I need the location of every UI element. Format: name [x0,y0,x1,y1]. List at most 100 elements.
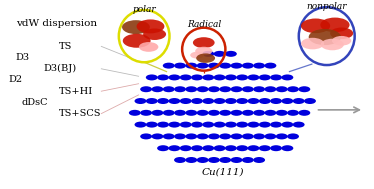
Text: D3: D3 [16,53,30,62]
Circle shape [214,122,226,128]
Circle shape [236,122,248,128]
Circle shape [174,110,186,116]
Circle shape [180,122,191,128]
Text: D2: D2 [8,75,22,84]
Circle shape [197,133,209,139]
Circle shape [309,29,341,45]
Circle shape [174,133,186,139]
Circle shape [191,98,203,104]
Circle shape [230,133,242,139]
Circle shape [259,74,271,81]
Circle shape [259,122,271,128]
Circle shape [214,51,226,57]
Circle shape [225,145,237,151]
Circle shape [143,29,166,40]
Circle shape [168,98,180,104]
Text: D3(BJ): D3(BJ) [43,64,77,73]
Circle shape [197,110,209,116]
Circle shape [123,34,151,48]
Text: TS: TS [58,42,72,51]
Circle shape [163,63,175,69]
Circle shape [174,157,186,163]
Circle shape [248,145,260,151]
Circle shape [157,74,169,81]
Circle shape [253,110,265,116]
Circle shape [163,110,175,116]
Circle shape [219,86,231,92]
Circle shape [287,133,299,139]
Circle shape [281,145,293,151]
Circle shape [242,86,254,92]
Circle shape [298,86,310,92]
Circle shape [264,63,276,69]
Circle shape [298,110,310,116]
Circle shape [197,63,209,69]
Circle shape [168,74,180,81]
Circle shape [208,110,220,116]
Circle shape [270,145,282,151]
Circle shape [208,63,220,69]
Text: vdW dispersion: vdW dispersion [16,19,97,29]
Circle shape [214,98,226,104]
Circle shape [202,51,214,57]
Circle shape [242,157,254,163]
Circle shape [242,63,254,69]
Circle shape [168,122,180,128]
Circle shape [248,122,260,128]
Circle shape [190,52,204,59]
Circle shape [157,122,169,128]
Circle shape [230,86,242,92]
Circle shape [219,63,231,69]
Circle shape [259,145,271,151]
Circle shape [146,98,158,104]
Text: Radical: Radical [187,20,221,29]
Circle shape [270,74,282,81]
Circle shape [174,63,186,69]
Circle shape [270,98,282,104]
Circle shape [163,133,175,139]
Circle shape [191,145,203,151]
Circle shape [320,18,350,32]
Circle shape [146,74,158,81]
Circle shape [332,36,351,46]
Circle shape [287,86,299,92]
Circle shape [242,133,254,139]
Circle shape [195,47,212,55]
Circle shape [225,51,237,57]
Circle shape [197,86,209,92]
Circle shape [135,98,147,104]
Circle shape [137,19,165,33]
Circle shape [270,122,282,128]
Circle shape [135,122,147,128]
Circle shape [129,110,141,116]
Circle shape [293,122,305,128]
Circle shape [193,37,215,48]
Text: dDsC: dDsC [21,98,48,107]
Circle shape [236,145,248,151]
Circle shape [157,145,169,151]
Circle shape [287,110,299,116]
Circle shape [225,98,237,104]
Circle shape [186,63,197,69]
Circle shape [330,28,353,39]
Circle shape [242,110,254,116]
Text: nonpolar: nonpolar [306,2,347,11]
Circle shape [259,98,271,104]
Circle shape [157,98,169,104]
Circle shape [219,110,231,116]
Circle shape [253,86,265,92]
Circle shape [264,133,276,139]
Circle shape [202,98,214,104]
Circle shape [225,122,237,128]
Circle shape [191,122,203,128]
Circle shape [281,122,293,128]
Circle shape [236,74,248,81]
Circle shape [248,98,260,104]
Circle shape [202,74,214,81]
Circle shape [293,98,305,104]
Circle shape [264,86,276,92]
Circle shape [208,157,220,163]
Circle shape [230,63,242,69]
Circle shape [301,38,324,49]
Circle shape [208,86,220,92]
